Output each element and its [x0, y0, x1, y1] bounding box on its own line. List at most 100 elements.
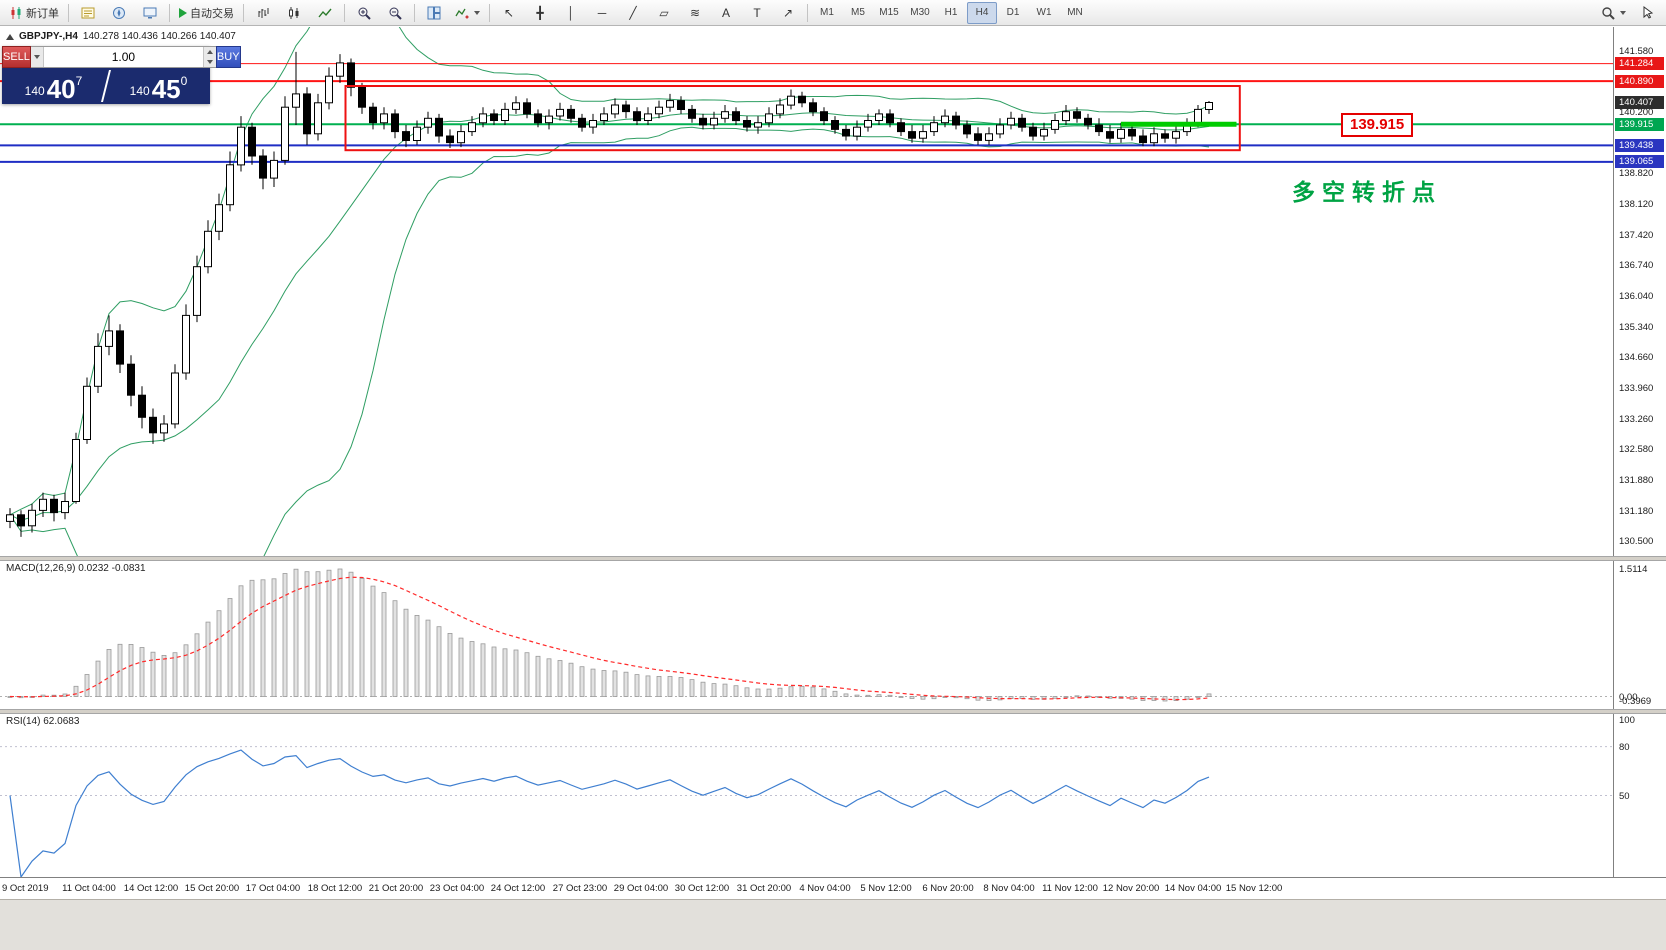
- vertical-line-tool-button[interactable]: │: [556, 2, 586, 24]
- timeframe-m5-button[interactable]: M5: [851, 7, 865, 18]
- price-axis[interactable]: 141.580 140.200 138.820 138.120 137.420 136.7…: [1613, 27, 1666, 556]
- time-label: 18 Oct 12:00: [307, 883, 363, 894]
- zoom-in-icon: [358, 7, 371, 20]
- autotrading-label: 自动交易: [190, 7, 234, 20]
- macd-canvas[interactable]: [0, 561, 1613, 709]
- new-order-label: 新订单: [26, 7, 59, 20]
- price-tick: 138.120: [1619, 199, 1654, 210]
- timeframe-m1-button[interactable]: M1: [820, 7, 834, 18]
- toolbar-separator: [243, 3, 244, 22]
- time-label: 12 Nov 20:00: [1102, 883, 1160, 894]
- new-order-icon: [11, 6, 21, 19]
- line-chart-mode-button[interactable]: [310, 2, 340, 24]
- time-axis[interactable]: 9 Oct 2019 11 Oct 04:00 14 Oct 12:00 15 Oct…: [0, 877, 1666, 899]
- price-badge-141.284: 141.284: [1615, 57, 1664, 70]
- autotrading-button[interactable]: 自动交易: [174, 2, 239, 24]
- text-icon: A: [721, 5, 730, 20]
- price-badge-139.915: 139.915: [1615, 118, 1664, 131]
- market-watch-button[interactable]: [73, 2, 103, 24]
- indicators-icon: [455, 8, 469, 18]
- fibonacci-retracement-tool-button[interactable]: ≋: [680, 2, 710, 24]
- macd-zero-tick: 0.00: [1619, 692, 1638, 703]
- sell-button[interactable]: SELL: [2, 46, 31, 68]
- macd-label: MACD(12,26,9) 0.0232 -0.0831: [6, 563, 146, 574]
- timeframe-mn-button[interactable]: MN: [1067, 7, 1083, 18]
- time-label: 15 Oct 20:00: [184, 883, 240, 894]
- bar-chart-mode-button[interactable]: [248, 2, 278, 24]
- volume-up-icon[interactable]: [204, 47, 216, 57]
- zoom-out-button[interactable]: [380, 2, 410, 24]
- timeframe-h4-button[interactable]: H4: [967, 1, 997, 24]
- volume-box: [30, 46, 216, 68]
- consolidation-box[interactable]: [344, 85, 1241, 152]
- candlestick-mode-button[interactable]: [279, 2, 309, 24]
- rsi-panel[interactable]: RSI(14) 62.0683 100 80 50: [0, 714, 1666, 877]
- timeframe-h1-button[interactable]: H1: [944, 7, 958, 18]
- timeframe-m30-button[interactable]: M30: [910, 7, 930, 18]
- arrows-dropdown-tool-button[interactable]: ↗: [773, 2, 803, 24]
- macd-histogram: [7, 568, 1212, 702]
- panel-splitter[interactable]: [0, 709, 1666, 714]
- price-lines[interactable]: [0, 63, 1613, 163]
- macd-max-tick: 1.5114: [1619, 564, 1648, 575]
- time-label: 4 Nov 04:00: [799, 883, 851, 894]
- new-order-button[interactable]: 新订单: [4, 2, 64, 24]
- sell-price-sup: 7: [75, 74, 83, 88]
- text-label-tool-button[interactable]: T: [742, 2, 772, 24]
- crosshair-tool-button[interactable]: ╋: [525, 2, 555, 24]
- market-watch-icon: [81, 7, 95, 18]
- buy-button[interactable]: BUY: [215, 46, 241, 68]
- toolbar-separator: [169, 3, 170, 22]
- text-tool-button[interactable]: A: [711, 2, 741, 24]
- timeframe-d1-button[interactable]: D1: [1006, 7, 1020, 18]
- price-level-callout[interactable]: 139.915: [1341, 113, 1414, 137]
- rsi-axis[interactable]: 100 80 50: [1613, 714, 1666, 877]
- volume-dropdown[interactable]: [30, 47, 44, 67]
- timeframe-m15-button[interactable]: M15: [879, 7, 899, 18]
- timeframe-w1-button[interactable]: W1: [1036, 7, 1052, 18]
- cursor-mode-button[interactable]: [1632, 2, 1662, 24]
- buy-price[interactable]: 140 45 0: [107, 68, 210, 104]
- price-chart-canvas[interactable]: [0, 27, 1613, 556]
- cursor-tool-button[interactable]: ↖: [494, 2, 524, 24]
- time-label: 6 Nov 20:00: [922, 883, 974, 894]
- trendline-tool-button[interactable]: ╱: [618, 2, 648, 24]
- navigator-icon: [113, 6, 125, 19]
- horizontal-line-tool-button[interactable]: ─: [587, 2, 617, 24]
- buy-price-big: 45: [151, 74, 181, 104]
- rsi-label: RSI(14) 62.0683: [6, 716, 80, 727]
- zoom-in-button[interactable]: [349, 2, 379, 24]
- macd-axis[interactable]: 1.5114 0.00 -0.3969: [1613, 561, 1666, 709]
- price-tick: 130.500: [1619, 536, 1654, 547]
- time-label: 14 Nov 04:00: [1164, 883, 1222, 894]
- tile-windows-icon: [427, 6, 441, 19]
- price-tick: 136.040: [1619, 291, 1654, 302]
- equidistant-channel-tool-button[interactable]: ▱: [649, 2, 679, 24]
- panel-splitter[interactable]: [0, 556, 1666, 561]
- price-badge-139.438: 139.438: [1615, 139, 1664, 152]
- rsi-tick-80: 80: [1619, 742, 1630, 753]
- volume-input[interactable]: [43, 47, 203, 67]
- search-icon: [1602, 6, 1615, 20]
- time-label: 9 Oct 2019: [2, 883, 49, 894]
- volume-down-icon[interactable]: [204, 57, 216, 67]
- time-label: 24 Oct 12:00: [490, 883, 546, 894]
- equidistant-channel-icon: ▱: [659, 5, 669, 20]
- tile-windows-button[interactable]: [419, 2, 449, 24]
- time-label: 23 Oct 04:00: [429, 883, 485, 894]
- symbol-search-button[interactable]: [1596, 2, 1631, 24]
- drawing-tools-group: ↖ ╋ │ ─ ╱ ▱ ≋ A T ↗: [494, 2, 803, 24]
- macd-panel[interactable]: MACD(12,26,9) 0.0232 -0.0831 1.5114 0.00-…: [0, 561, 1666, 709]
- top-toolbar: 新订单 自动交易: [0, 0, 1666, 26]
- price-tick: 134.660: [1619, 352, 1654, 363]
- rsi-canvas[interactable]: [0, 714, 1613, 877]
- navigator-button[interactable]: [104, 2, 134, 24]
- volume-stepper[interactable]: [202, 47, 216, 67]
- horizontal-line-icon: ─: [597, 5, 607, 20]
- sell-price[interactable]: 140 40 7: [2, 68, 105, 104]
- one-click-collapse-icon[interactable]: [6, 33, 14, 40]
- terminal-button[interactable]: [135, 2, 165, 24]
- arrows-dropdown-icon: ↗: [782, 5, 794, 20]
- main-price-chart[interactable]: GBPJPY-,H4 140.278 140.436 140.266 140.4…: [0, 27, 1666, 556]
- indicators-button[interactable]: [450, 2, 485, 24]
